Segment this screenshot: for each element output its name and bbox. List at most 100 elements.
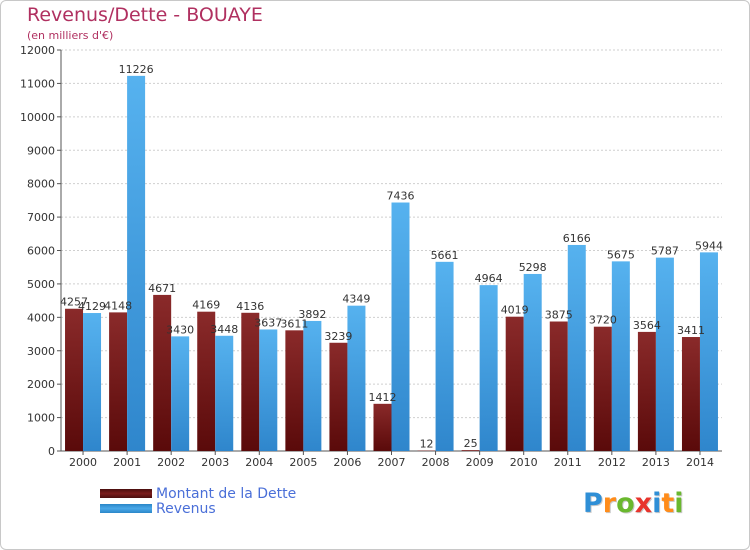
x-tick-label: 2007 (378, 456, 406, 469)
legend-item-revenus: Revenus (100, 500, 296, 517)
x-tick-label: 2001 (113, 456, 141, 469)
x-tick-label: 2012 (598, 456, 626, 469)
bar-revenus (611, 261, 630, 451)
data-label-dette: 4019 (501, 304, 529, 317)
y-tick-label: 0 (48, 445, 55, 458)
bar-revenus (479, 285, 498, 451)
x-tick-label: 2002 (157, 456, 185, 469)
data-label-revenus: 11226 (119, 63, 154, 76)
y-tick-label: 6000 (27, 245, 55, 258)
data-label-dette: 4257 (60, 296, 88, 309)
bar-dette (461, 450, 480, 451)
bar-dette (109, 312, 128, 451)
data-label-dette: 3720 (589, 314, 617, 327)
bar-dette (241, 312, 260, 451)
bar-revenus (567, 244, 586, 451)
data-label-dette: 4169 (192, 299, 220, 312)
legend: Montant de la Dette Revenus (100, 485, 297, 517)
y-tick-label: 12000 (20, 44, 55, 57)
y-tick-label: 7000 (27, 211, 55, 224)
y-tick-label: 9000 (27, 144, 55, 157)
x-tick-label: 2006 (333, 456, 361, 469)
bar-revenus (171, 336, 190, 451)
chart-subtitle: (en milliers d'€) (27, 29, 114, 42)
data-label-revenus: 4349 (342, 293, 370, 306)
y-tick-label: 8000 (27, 178, 55, 191)
data-label-dette: 4671 (148, 282, 176, 295)
bar-revenus (699, 252, 718, 451)
data-label-dette: 4136 (236, 300, 264, 313)
y-tick-label: 4000 (27, 311, 55, 324)
data-label-revenus: 3448 (210, 323, 238, 336)
bar-dette (65, 308, 84, 451)
x-tick-label: 2010 (510, 456, 538, 469)
y-tick-label: 3000 (27, 345, 55, 358)
bar-revenus (303, 320, 322, 451)
bar-revenus (347, 305, 366, 451)
y-tick-label: 11000 (20, 77, 55, 90)
x-tick-label: 2011 (554, 456, 582, 469)
x-tick-label: 2004 (245, 456, 273, 469)
legend-label-dette: Montant de la Dette (156, 485, 297, 502)
bar-dette (505, 316, 524, 451)
logo-letter: t (661, 488, 675, 519)
logo-letter: i (652, 488, 662, 519)
data-label-dette: 3564 (633, 319, 661, 332)
x-tick-label: 2014 (686, 456, 714, 469)
data-label-revenus: 5787 (651, 245, 679, 258)
data-label-dette: 1412 (369, 391, 397, 404)
bar-dette (153, 294, 172, 451)
bar-dette (285, 330, 304, 451)
bar-revenus (523, 273, 542, 451)
legend-label-revenus: Revenus (156, 500, 216, 517)
legend-item-dette: Montant de la Dette (100, 485, 297, 502)
logo-letter: o (616, 488, 635, 519)
data-label-dette: 3239 (324, 330, 352, 343)
y-tick-label: 2000 (27, 378, 55, 391)
logo-letter: r (602, 488, 617, 519)
data-label-revenus: 3892 (298, 308, 326, 321)
data-label-revenus: 3430 (166, 323, 194, 336)
y-tick-label: 10000 (20, 111, 55, 124)
x-tick-label: 2005 (289, 456, 317, 469)
data-label-revenus: 5661 (431, 249, 459, 262)
x-tick-label: 2013 (642, 456, 670, 469)
bar-dette (329, 342, 348, 451)
x-tick-label: 2008 (422, 456, 450, 469)
legend-swatch-dette (100, 489, 152, 498)
bar-dette (197, 311, 216, 451)
bar-revenus (215, 335, 234, 451)
legend-swatch-revenus (100, 504, 152, 513)
logo-letter: x (634, 488, 653, 519)
bar-dette (593, 326, 612, 451)
data-label-revenus: 5675 (607, 248, 635, 261)
bar-revenus (83, 313, 102, 451)
data-label-revenus: 6166 (563, 232, 591, 245)
data-label-revenus: 4964 (475, 272, 503, 285)
bar-revenus (259, 329, 278, 451)
bar-dette (681, 337, 700, 451)
data-label-revenus: 4129 (78, 300, 106, 313)
data-label-dette: 3411 (677, 324, 705, 337)
x-tick-label: 2000 (69, 456, 97, 469)
bar-dette (549, 321, 568, 451)
y-tick-label: 1000 (27, 412, 55, 425)
logo-letter: P (583, 488, 603, 519)
chart-title: Revenus/Dette - BOUAYE (27, 4, 263, 26)
logo-letter: i (674, 488, 684, 519)
x-tick-label: 2009 (466, 456, 494, 469)
bar-revenus (127, 75, 146, 451)
data-label-revenus: 7436 (387, 190, 415, 203)
data-label-dette: 3611 (280, 317, 308, 330)
bar-revenus (435, 261, 454, 451)
bar-dette (637, 331, 656, 451)
data-label-revenus: 3637 (254, 316, 282, 329)
data-label-dette: 3875 (545, 309, 573, 322)
data-label-revenus: 5298 (519, 261, 547, 274)
data-label-dette: 12 (420, 438, 434, 451)
data-label-dette: 25 (464, 437, 478, 450)
data-label-revenus: 5944 (695, 239, 723, 252)
y-tick-label: 5000 (27, 278, 55, 291)
bar-dette (373, 403, 392, 451)
